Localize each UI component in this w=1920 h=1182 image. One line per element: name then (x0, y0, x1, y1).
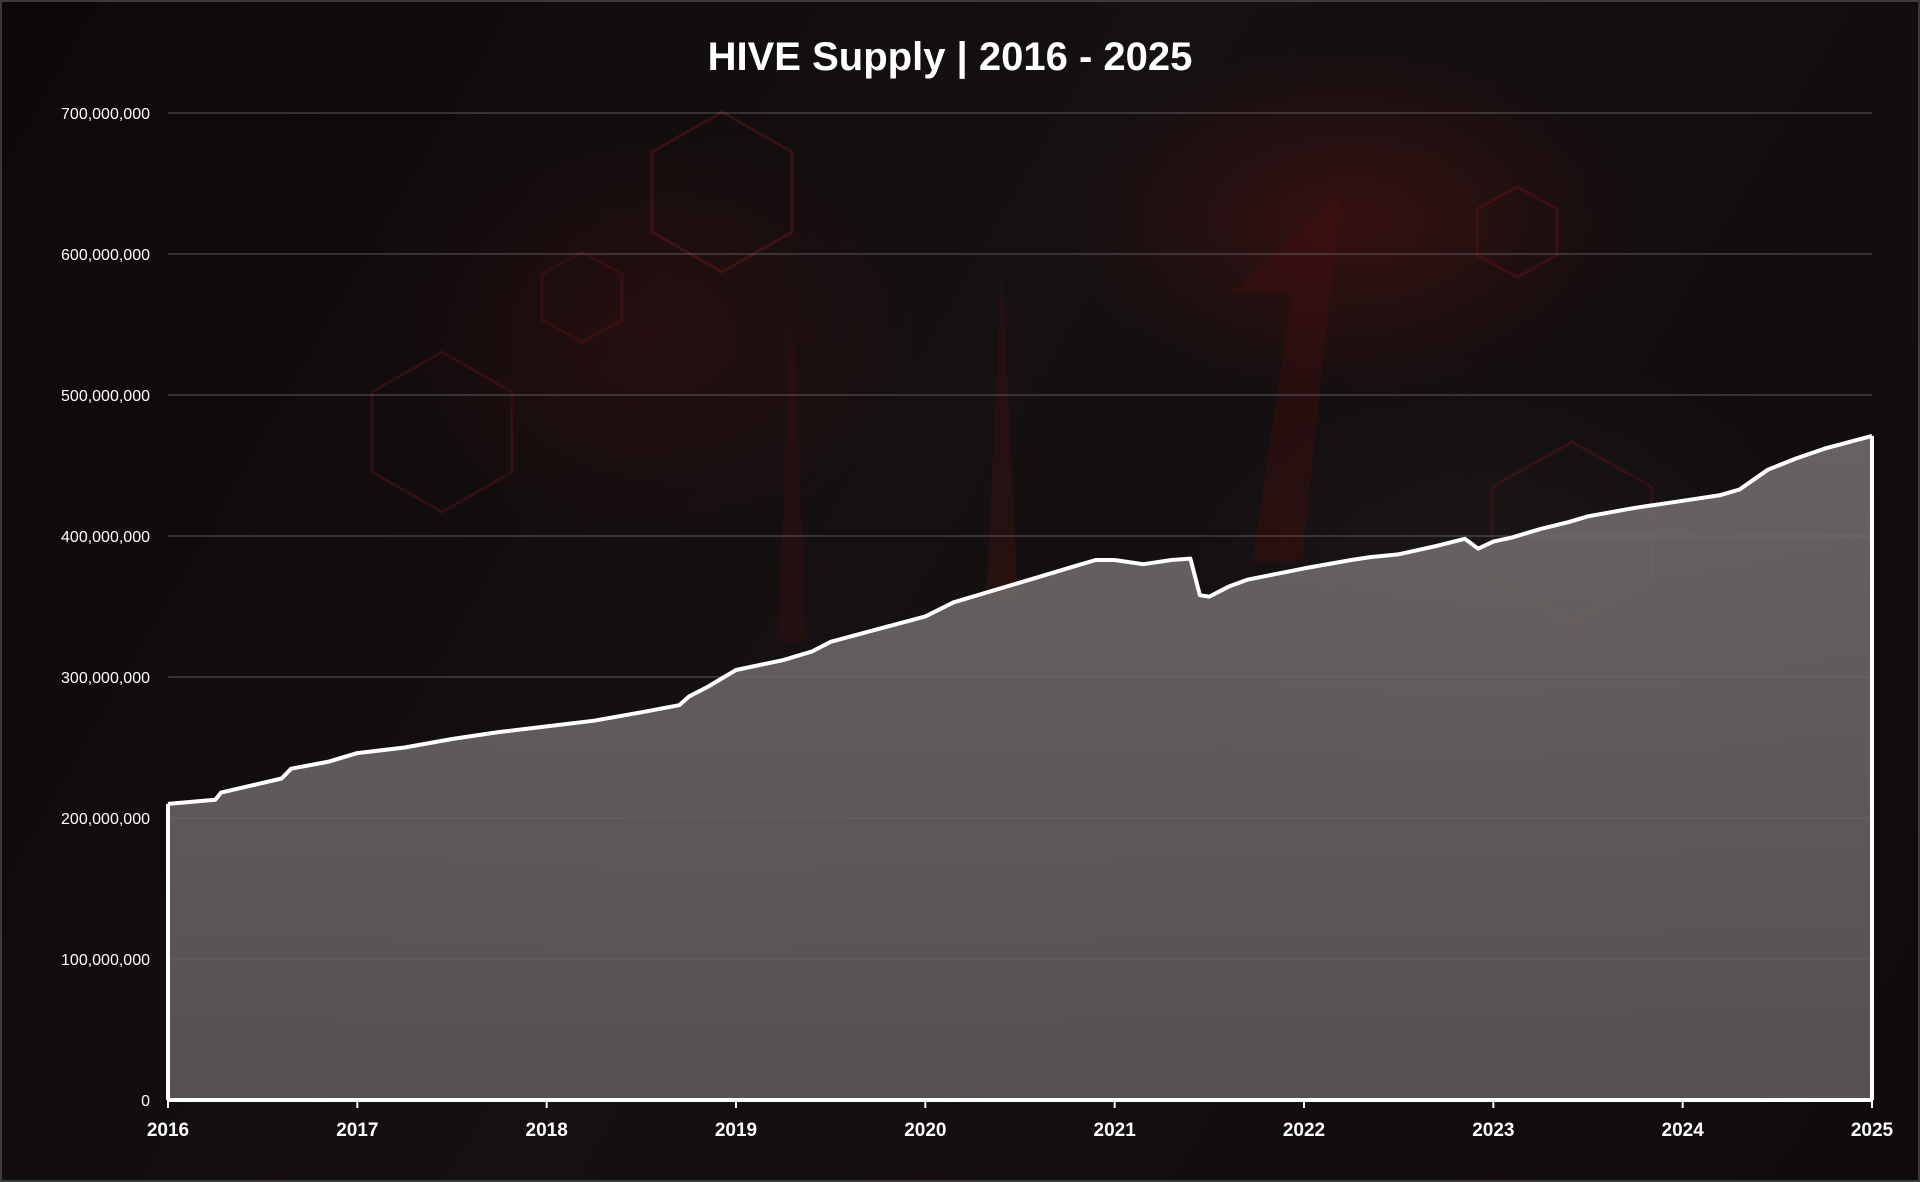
axes (166, 435, 1874, 1108)
x-axis-ticks: 2016 2017 2018 2019 2020 2021 2022 2023 2024 2025 (147, 1120, 1894, 1141)
x-tick-label: 2018 (526, 1120, 568, 1141)
x-tick-label: 2019 (715, 1120, 757, 1141)
y-axis-ticks: 0 100,000,000 200,000,000 300,000,000 400,00… (61, 106, 150, 1110)
y-tick-label: 0 (141, 1093, 150, 1110)
x-tick-label: 2021 (1094, 1120, 1137, 1141)
x-tick-label: 2016 (147, 1120, 189, 1141)
x-tick-label: 2022 (1283, 1120, 1325, 1141)
x-tick-label: 2020 (904, 1120, 946, 1141)
y-tick-label: 300,000,000 (61, 670, 150, 687)
x-tick-label: 2023 (1472, 1120, 1514, 1141)
y-tick-label: 100,000,000 (61, 952, 150, 969)
y-tick-label: 600,000,000 (61, 247, 150, 264)
chart-title: HIVE Supply | 2016 - 2025 (708, 35, 1193, 79)
x-tick-label: 2024 (1662, 1120, 1705, 1141)
y-tick-label: 200,000,000 (61, 811, 150, 828)
supply-line (167, 433, 1873, 806)
y-tick-label: 700,000,000 (61, 106, 150, 123)
x-tick-label: 2017 (336, 1120, 378, 1141)
x-tick-label: 2025 (1851, 1120, 1894, 1141)
y-tick-label: 500,000,000 (61, 388, 150, 405)
supply-area-fill (168, 435, 1872, 1100)
background-decoration (370, 110, 1654, 642)
y-tick-label: 400,000,000 (61, 529, 150, 546)
